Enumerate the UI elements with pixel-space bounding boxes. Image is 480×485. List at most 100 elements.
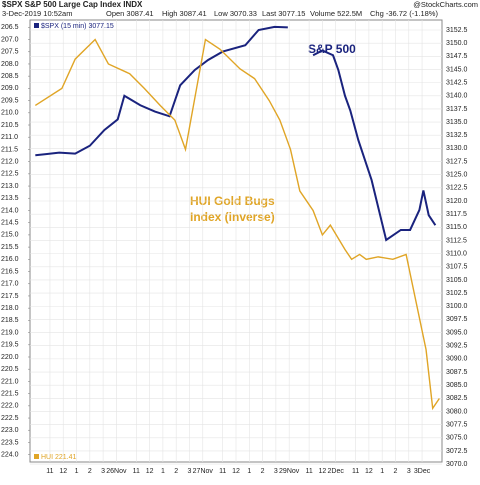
x-tick-label: 29Nov bbox=[279, 468, 300, 475]
x-tick-label: 3 bbox=[101, 468, 105, 475]
annotation: Index (inverse) bbox=[190, 210, 275, 224]
x-tick-label: 11 bbox=[133, 468, 140, 475]
y-tick-label: 208.5 bbox=[1, 73, 19, 80]
x-tick-label: 3 bbox=[188, 468, 192, 475]
low: Low 3070.33 bbox=[214, 9, 257, 18]
legend-swatch bbox=[34, 23, 39, 28]
y-tick-label: 220.5 bbox=[1, 366, 19, 373]
y-tick-label: 223.0 bbox=[1, 427, 19, 434]
x-tick-label: 12 bbox=[232, 468, 240, 475]
legend-label: $SPX (15 min) 3077.15 bbox=[41, 23, 114, 30]
high: High 3087.41 bbox=[162, 9, 207, 18]
y-tick-label: 213.0 bbox=[1, 183, 19, 190]
y-tick-label: 211.5 bbox=[1, 146, 18, 153]
x-tick-label: 2Dec bbox=[328, 468, 345, 475]
y2-tick-label: 3090.0 bbox=[446, 356, 468, 363]
price-line bbox=[35, 25, 288, 157]
y-tick-label: 223.5 bbox=[1, 439, 19, 446]
x-tick-label: 12 bbox=[318, 468, 326, 475]
y2-tick-label: 3120.0 bbox=[446, 198, 468, 205]
y2-tick-label: 3102.5 bbox=[446, 290, 468, 297]
x-tick-label: 11 bbox=[352, 468, 359, 475]
y2-tick-label: 3150.0 bbox=[446, 40, 468, 47]
y-tick-label: 209.5 bbox=[1, 97, 19, 104]
change: Chg -36.72 (-1.18%) bbox=[370, 9, 438, 18]
x-tick-label: 1 bbox=[161, 468, 165, 475]
y-tick-label: 216.0 bbox=[1, 256, 19, 263]
y-tick-label: 207.5 bbox=[1, 49, 19, 56]
y-tick-label: 206.5 bbox=[1, 24, 19, 31]
y2-tick-label: 3152.5 bbox=[446, 27, 468, 34]
y2-tick-label: 3147.5 bbox=[446, 53, 468, 60]
y2-tick-label: 3110.0 bbox=[446, 250, 467, 257]
x-tick-label: 2 bbox=[261, 468, 265, 475]
price-line bbox=[34, 38, 440, 411]
price-line bbox=[312, 49, 437, 242]
y2-tick-label: 3137.5 bbox=[446, 106, 468, 113]
y-tick-label: 212.5 bbox=[1, 171, 19, 178]
y-tick-label: 220.0 bbox=[1, 354, 19, 361]
y-tick-label: 222.5 bbox=[1, 415, 19, 422]
y-tick-label: 210.0 bbox=[1, 110, 19, 117]
y2-tick-label: 3115.0 bbox=[446, 224, 467, 231]
y2-tick-label: 3075.0 bbox=[446, 435, 468, 442]
legend-label: HUI 221.41 bbox=[41, 454, 77, 461]
y2-tick-label: 3097.5 bbox=[446, 316, 468, 323]
y-tick-label: 222.0 bbox=[1, 403, 19, 410]
y-tick-label: 219.0 bbox=[1, 329, 19, 336]
y-tick-label: 209.0 bbox=[1, 85, 19, 92]
legend-swatch bbox=[34, 454, 39, 459]
y2-tick-label: 3080.0 bbox=[446, 408, 468, 415]
date: 3-Dec-2019 10:52am bbox=[2, 9, 72, 18]
y2-tick-label: 3070.0 bbox=[446, 461, 468, 468]
x-tick-label: 1 bbox=[247, 468, 251, 475]
y2-tick-label: 3095.0 bbox=[446, 329, 468, 336]
x-tick-label: 3 bbox=[274, 468, 278, 475]
y2-tick-label: 3105.0 bbox=[446, 277, 468, 284]
y2-tick-label: 3077.5 bbox=[446, 421, 468, 428]
y-tick-label: 217.0 bbox=[1, 281, 19, 288]
y-tick-label: 221.0 bbox=[1, 378, 19, 385]
y2-tick-label: 3082.5 bbox=[446, 395, 468, 402]
y2-tick-label: 3135.0 bbox=[446, 119, 468, 126]
y2-tick-label: 3085.0 bbox=[446, 382, 468, 389]
y-tick-label: 219.5 bbox=[1, 342, 19, 349]
y2-tick-label: 3142.5 bbox=[446, 79, 468, 86]
title: $SPX S&P 500 Large Cap Index INDX bbox=[2, 0, 143, 9]
y2-tick-label: 3072.5 bbox=[446, 448, 468, 455]
y2-tick-label: 3130.0 bbox=[446, 145, 468, 152]
x-tick-label: 2 bbox=[174, 468, 178, 475]
x-tick-label: 12 bbox=[146, 468, 154, 475]
y-tick-label: 213.5 bbox=[1, 195, 19, 202]
x-tick-label: 11 bbox=[46, 468, 53, 475]
y2-tick-label: 3117.5 bbox=[446, 211, 467, 218]
y-tick-label: 221.5 bbox=[1, 390, 19, 397]
x-tick-label: 3 bbox=[407, 468, 411, 475]
y-tick-label: 218.5 bbox=[1, 317, 19, 324]
y2-tick-label: 3125.0 bbox=[446, 172, 468, 179]
x-tick-label: 3Dec bbox=[414, 468, 431, 475]
y-tick-label: 216.5 bbox=[1, 268, 19, 275]
y-tick-label: 214.5 bbox=[1, 220, 19, 227]
y2-tick-label: 3107.5 bbox=[446, 264, 468, 271]
y2-tick-label: 3092.5 bbox=[446, 343, 468, 350]
y-tick-label: 211.0 bbox=[1, 134, 18, 141]
y-tick-label: 224.0 bbox=[1, 452, 19, 459]
x-tick-label: 2 bbox=[394, 468, 398, 475]
y-tick-label: 218.0 bbox=[1, 305, 19, 312]
y2-tick-label: 3122.5 bbox=[446, 185, 468, 192]
y2-tick-label: 3100.0 bbox=[446, 303, 468, 310]
x-tick-label: 11 bbox=[305, 468, 312, 475]
y-tick-label: 215.5 bbox=[1, 244, 19, 251]
y2-tick-label: 3132.5 bbox=[446, 132, 468, 139]
x-tick-label: 2 bbox=[88, 468, 92, 475]
source: @StockCharts.com bbox=[413, 0, 478, 9]
y-tick-label: 208.0 bbox=[1, 61, 19, 68]
x-tick-label: 12 bbox=[365, 468, 373, 475]
x-tick-label: 26Nov bbox=[106, 468, 127, 475]
x-tick-label: 27Nov bbox=[193, 468, 214, 475]
y-tick-label: 207.0 bbox=[1, 36, 19, 43]
x-tick-label: 1 bbox=[380, 468, 384, 475]
y2-tick-label: 3087.5 bbox=[446, 369, 468, 376]
y2-tick-label: 3127.5 bbox=[446, 158, 468, 165]
